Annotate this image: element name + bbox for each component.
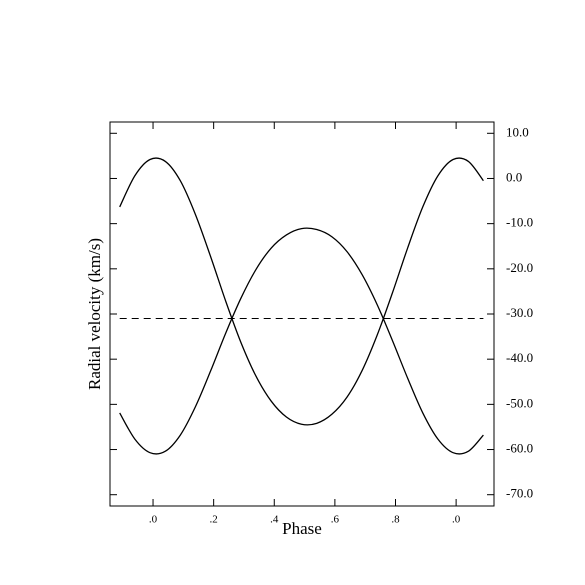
y-tick-label: -30.0: [506, 305, 533, 320]
y-tick-label: -60.0: [506, 441, 533, 456]
y-tick-label: -40.0: [506, 350, 533, 365]
x-tick-label: .4: [270, 514, 279, 526]
rv-curve: [119, 157, 484, 426]
x-tick-label: .6: [331, 514, 340, 526]
x-tick-label: .8: [391, 514, 400, 526]
x-axis-title: Phase: [282, 519, 322, 538]
x-tick-label: .0: [149, 514, 158, 526]
x-tick-label: .2: [210, 514, 218, 526]
y-axis-title: Radial velocity (km/s): [85, 238, 104, 390]
plot-frame: [109, 121, 495, 507]
y-tick-label: 0.0: [506, 169, 522, 184]
y-tick-label: -20.0: [506, 260, 533, 275]
y-tick-label: -50.0: [506, 395, 533, 410]
y-tick-label: -70.0: [506, 486, 533, 501]
y-tick-label: 10.0: [506, 124, 529, 139]
rv-curve: [119, 227, 484, 455]
x-tick-label: .0: [452, 514, 461, 526]
y-tick-label: -10.0: [506, 215, 533, 230]
